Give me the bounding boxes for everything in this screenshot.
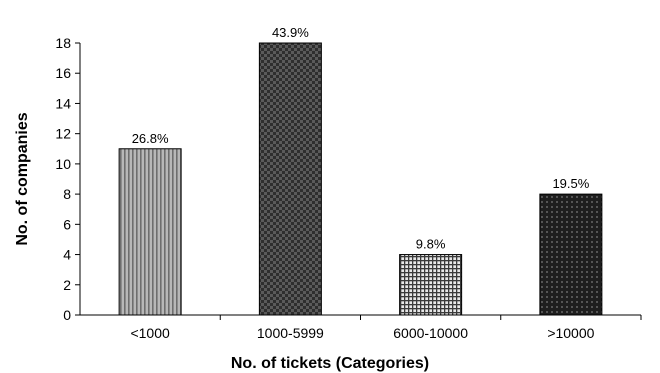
data-label: 19.5% [552,176,589,191]
x-tick-label: 6000-10000 [393,325,468,341]
bar-2 [258,42,322,316]
y-tick-label: 4 [63,247,71,263]
bar-1 [118,148,182,316]
y-tick-label: 6 [63,216,71,232]
bar-3 [399,254,463,316]
y-tick-label: 2 [63,277,71,293]
y-tick-label: 16 [55,65,71,81]
bar-4 [539,193,603,316]
y-tick-label: 8 [63,186,71,202]
data-label: 26.8% [132,131,169,146]
x-tick-label: 1000-5999 [257,325,324,341]
y-tick-label: 0 [63,307,71,323]
data-label: 9.8% [416,237,446,252]
y-axis-title: No. of companies [14,112,31,245]
x-axis-title: No. of tickets (Categories) [231,355,429,372]
y-tick-label: 14 [55,95,71,111]
y-tick-label: 12 [55,126,71,142]
x-tick-label: <1000 [130,325,170,341]
data-label: 43.9% [272,25,309,40]
y-tick-label: 18 [55,35,71,51]
y-tick-label: 10 [55,156,71,172]
x-tick-label: >10000 [547,325,594,341]
